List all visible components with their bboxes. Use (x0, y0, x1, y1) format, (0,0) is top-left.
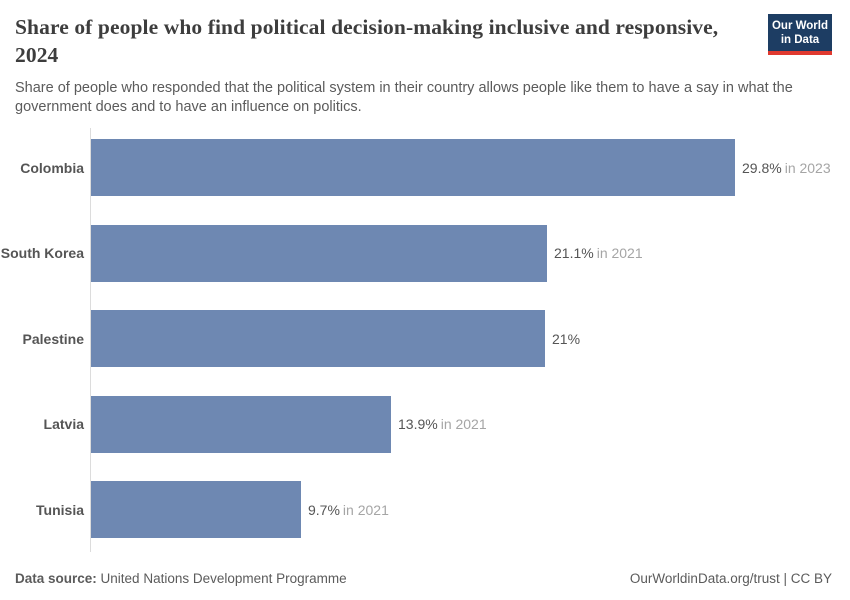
owid-logo-line2: in Data (780, 34, 820, 47)
y-axis-line (90, 128, 91, 552)
bar[interactable] (91, 139, 735, 196)
bar-row: South Korea 21.1% in 2021 (0, 224, 850, 282)
footer-credit: OurWorldinData.org/trust | CC BY (629, 571, 832, 586)
chart-footer: Data source: United Nations Development … (15, 571, 832, 586)
year-note: in 2021 (596, 245, 643, 261)
bar[interactable] (91, 395, 391, 453)
value-label: 29.8% in 2023 (742, 160, 831, 176)
data-source: Data source: United Nations Development … (15, 571, 347, 586)
category-label: Latvia (43, 416, 84, 432)
value-label: 13.9% in 2021 (398, 416, 487, 432)
owid-logo-line1: Our World (771, 20, 828, 32)
data-source-label: Data source: (15, 571, 97, 586)
bar[interactable] (91, 224, 547, 282)
bar-row: Palestine 21% (0, 310, 850, 367)
bar-row: Tunisia 9.7% in 2021 (0, 481, 850, 538)
year-note: in 2021 (440, 416, 487, 432)
bar-rows: Colombia 29.8% in 2023 South Korea 21.1% i… (0, 139, 850, 538)
bar-chart: Colombia 29.8% in 2023 South Korea 21.1% i… (0, 128, 850, 552)
category-label: Tunisia (36, 501, 84, 518)
bar[interactable] (91, 481, 301, 538)
chart-subtitle: Share of people who responded that the p… (15, 79, 793, 116)
bar-row: Latvia 13.9% in 2021 (0, 395, 850, 453)
category-label: Palestine (22, 330, 84, 347)
category-label: South Korea (0, 245, 84, 261)
value-label: 9.7% in 2021 (308, 502, 389, 518)
value-number: 29.8% (742, 159, 782, 176)
chart-title: Share of people who find political decis… (15, 15, 719, 68)
owid-logo: Our World in Data (768, 14, 832, 56)
bar[interactable] (91, 310, 545, 367)
value-number: 9.7% (308, 501, 340, 518)
year-note: in 2023 (784, 159, 831, 176)
category-label: Colombia (20, 159, 84, 176)
year-note: in 2021 (342, 501, 389, 518)
value-label: 21% (552, 331, 580, 347)
chart-header: Share of people who find political decis… (15, 13, 832, 118)
value-label: 21.1% in 2021 (554, 245, 643, 261)
value-number: 13.9% (398, 416, 438, 432)
data-source-value: United Nations Development Programme (100, 571, 347, 586)
value-number: 21% (552, 330, 581, 347)
bar-row: Colombia 29.8% in 2023 (0, 139, 850, 196)
value-number: 21.1% (554, 245, 594, 261)
